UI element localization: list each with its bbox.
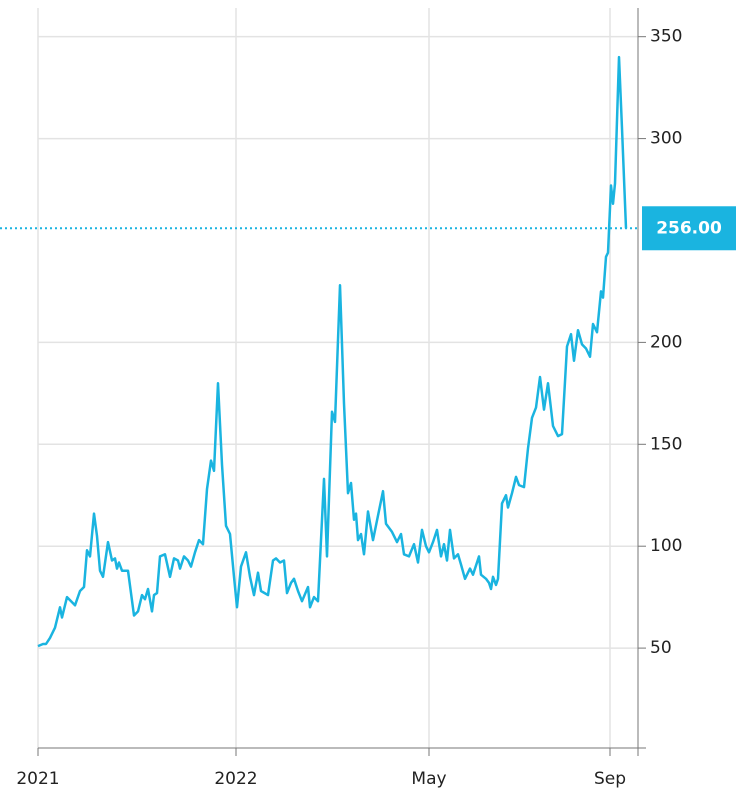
- y-tick-label: 50: [650, 638, 672, 658]
- y-tick-label: 200: [650, 332, 682, 352]
- x-tick-label: 2022: [214, 769, 257, 789]
- y-tick-label: 350: [650, 27, 682, 47]
- y-tick-label: 100: [650, 536, 682, 556]
- price-line: [37, 55, 628, 648]
- value-badge: [642, 206, 736, 251]
- y-tick-label: 150: [650, 434, 682, 454]
- value-badge-label: 256.00: [656, 218, 722, 238]
- x-tick-label: 2021: [16, 769, 59, 789]
- x-tick-label: Sep: [594, 769, 626, 789]
- x-tick-label: May: [411, 769, 446, 789]
- y-tick-label: 300: [650, 129, 682, 149]
